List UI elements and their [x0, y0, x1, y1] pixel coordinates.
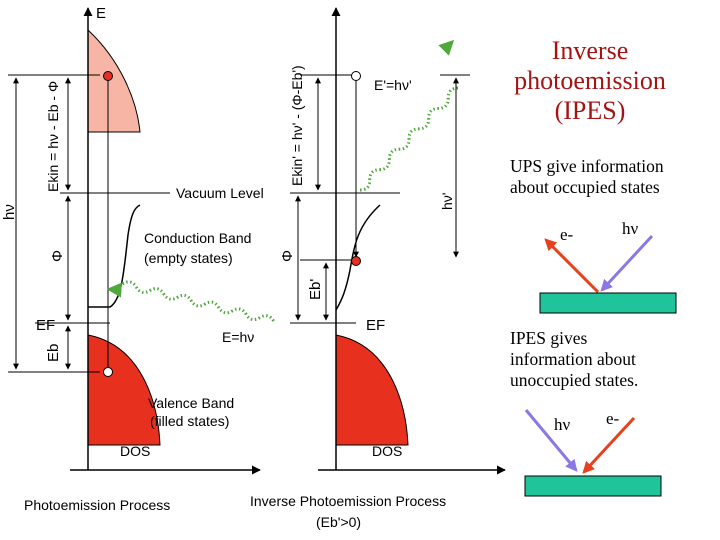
pes-caption: Photoemission Process: [24, 497, 170, 513]
ipes-photon-label: E'=hν': [374, 77, 412, 93]
ipes-eb-label: Eb': [307, 279, 324, 300]
title-line: photoemission: [514, 66, 666, 95]
ups-electron-arrow: [544, 238, 600, 294]
pes-phi-label: Φ: [49, 250, 66, 262]
photon-arrowhead: [438, 39, 455, 56]
title-line: Inverse: [551, 36, 629, 65]
valence-band-label: Valence Band: [148, 395, 234, 411]
hole-dot-icon: [103, 367, 113, 377]
ipes-phi-label: Φ: [279, 250, 296, 262]
conduction-band-label: Conduction Band: [144, 230, 251, 246]
title-line: (IPES): [554, 96, 626, 125]
electron-dot-icon: [103, 71, 113, 81]
pes-fermi-label: EF: [36, 317, 55, 334]
pes-conduction-edge: [88, 204, 141, 308]
ipes-caption-sub: (Eb'>0): [316, 514, 361, 530]
ups-line: about occupied states: [510, 177, 660, 197]
ipes-conduction-edge: [335, 204, 381, 311]
pes-empty-states-fill: [87, 28, 141, 133]
pes-photon-label: E=hν: [222, 329, 254, 345]
pes-eb-label: Eb: [45, 344, 62, 362]
wavy-photon-icon: [106, 280, 275, 322]
ipes-fermi-label: EF: [366, 317, 385, 334]
conduction-band-sub: (empty states): [144, 250, 233, 266]
ipes-line: IPES gives: [510, 328, 588, 348]
ups-photon-label: hν: [622, 219, 639, 238]
ipes-dos-label: DOS: [372, 443, 402, 459]
page-title: Inverse photoemission (IPES): [495, 36, 685, 126]
ipes-caption: Inverse Photoemission Process: [250, 493, 446, 509]
ipes-valence-fill: [335, 334, 409, 446]
ipes-sketch: hν e-: [524, 409, 662, 497]
wavy-photon-icon: [359, 86, 459, 192]
ipes-diagram: E'=hν' Ekin' = hν' - (Φ-Eb') hν' Φ Eb' E…: [250, 7, 506, 530]
ups-sample: [539, 292, 677, 314]
ipes-sample: [524, 475, 662, 497]
ipes-photon-arrow: [524, 409, 578, 472]
vacuum-level-label: Vacuum Level: [176, 185, 264, 201]
ups-sketch: e- hν: [539, 219, 677, 314]
pes-ekin-label: Ekin = hν - Eb - Φ: [45, 81, 61, 192]
ipes-photon-sketch-label: hν: [554, 415, 571, 434]
ipes-electron-arrow: [582, 416, 636, 474]
pes-diagram: E Vacuum Level Conduction Band (empty st…: [1, 5, 275, 513]
ipes-description: IPES gives information about unoccupied …: [510, 328, 638, 391]
ipes-ekin-label: Ekin' = hν' - (Φ-Eb'): [289, 65, 305, 186]
ipes-electron-sketch-label: e-: [606, 409, 620, 428]
ups-photon-arrow: [600, 234, 654, 292]
ipes-line: information about: [510, 349, 636, 369]
ups-line: UPS give information: [510, 156, 664, 176]
hole-dot-icon: [351, 71, 361, 81]
ups-electron-label: e-: [560, 225, 574, 244]
pes-hv-label: hν: [1, 204, 18, 220]
pes-dos-label: DOS: [120, 443, 150, 459]
valence-band-sub: (filled states): [150, 413, 229, 429]
electron-dot-icon: [351, 256, 361, 266]
ups-description: UPS give information about occupied stat…: [510, 156, 664, 198]
ipes-hv-label: hν': [439, 193, 455, 210]
ipes-line: unoccupied states.: [510, 370, 639, 390]
pes-energy-label: E: [96, 5, 106, 22]
